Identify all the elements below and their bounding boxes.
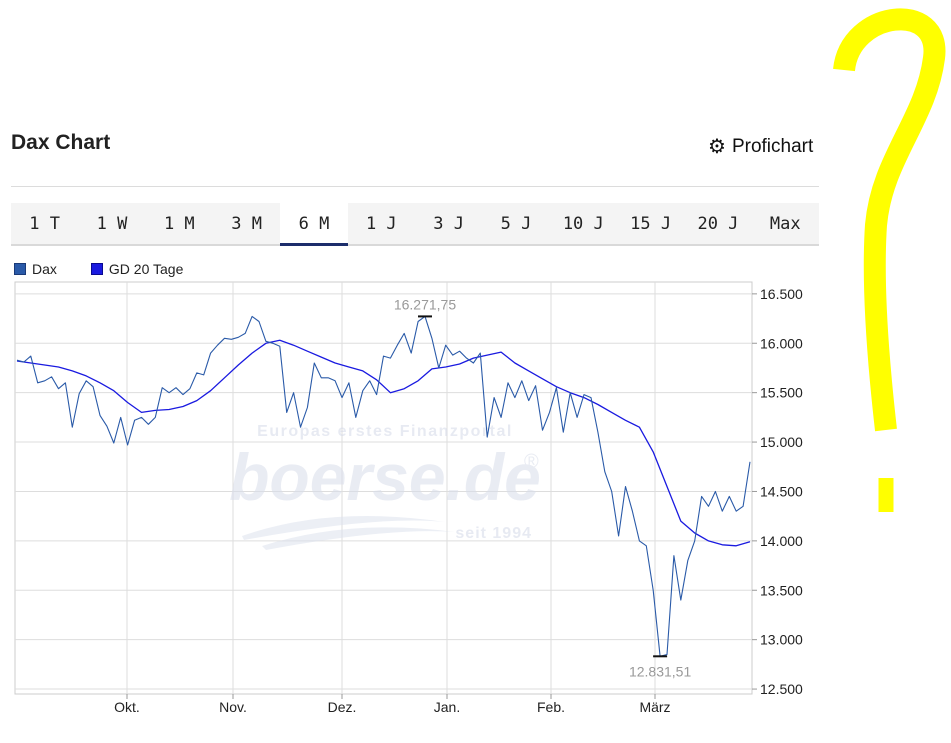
tab-1w[interactable]: 1 W <box>96 213 128 234</box>
series-line-dax <box>16 315 751 657</box>
y-tick-label: 12.500 <box>760 681 803 697</box>
tab-max[interactable]: Max <box>769 213 801 234</box>
watermark-logo: boerse.de <box>229 440 541 514</box>
tab-1t[interactable]: 1 T <box>29 213 61 234</box>
watermark-registered: ® <box>524 451 539 473</box>
question-mark-annotation <box>833 8 946 512</box>
y-axis-ticks: 16.500 16.000 15.500 15.000 14.500 14.000 13.5… <box>752 286 803 697</box>
chart-legend: Dax GD 20 Tage <box>14 261 217 277</box>
y-tick-label: 13.000 <box>760 632 803 648</box>
x-tick-label: Okt. <box>114 699 140 715</box>
x-tick-label: Nov. <box>219 699 247 715</box>
watermark-since: seit 1994 <box>455 525 532 542</box>
legend-item-dax[interactable]: Dax <box>14 261 57 277</box>
x-tick-label: Jan. <box>434 699 460 715</box>
chart-grid <box>14 281 753 695</box>
y-tick-label: 15.500 <box>760 385 803 401</box>
tab-20j[interactable]: 20 J <box>697 213 739 234</box>
watermark-swoosh-1 <box>242 515 445 540</box>
legend-label-gd20: GD 20 Tage <box>108 261 184 277</box>
chart-markers: 16.271,75 12.831,51 <box>394 296 692 679</box>
gear-icon: ⚙ <box>708 136 726 158</box>
legend-item-gd20[interactable]: GD 20 Tage <box>90 261 184 277</box>
legend-swatch-dax <box>14 263 26 275</box>
tab-3j[interactable]: 3 J <box>433 213 464 234</box>
plot-frame <box>14 281 753 695</box>
watermark-swoosh-2 <box>262 527 455 550</box>
chart-series <box>16 315 751 657</box>
legend-label-dax: Dax <box>32 261 57 277</box>
series-line-gd20 <box>16 339 751 547</box>
y-tick-label: 16.500 <box>760 286 803 302</box>
question-mark-curve <box>833 8 946 432</box>
profichart-label: Profichart <box>731 136 814 157</box>
tab-3m[interactable]: 3 M <box>231 213 262 234</box>
y-tick-label: 14.500 <box>760 483 803 499</box>
tab-1m[interactable]: 1 M <box>163 213 195 234</box>
x-axis-ticks: Okt. Nov. Dez. Jan. Feb. März <box>114 694 671 715</box>
y-tick-label: 16.000 <box>760 335 803 351</box>
x-tick-label: Feb. <box>537 699 565 715</box>
x-tick-label: Dez. <box>328 699 357 715</box>
tab-1j[interactable]: 1 J <box>365 213 397 234</box>
max-marker-label: 16.271,75 <box>394 296 456 312</box>
timeframe-tabs: 1 T 1 W 1 M 3 M 6 M 1 J 3 J 5 J 10 J 15 … <box>11 203 819 246</box>
y-tick-label: 15.000 <box>760 434 803 450</box>
page-title: Dax Chart <box>11 131 111 154</box>
tab-5j[interactable]: 5 J <box>500 213 532 234</box>
min-marker-label: 12.831,51 <box>629 663 691 679</box>
tab-15j[interactable]: 15 J <box>630 213 672 234</box>
watermark-tagline: Europas erstes Finanzportal <box>257 423 513 440</box>
boerse-watermark: Europas erstes Finanzportal boerse.de ® … <box>229 423 541 550</box>
divider <box>11 186 819 187</box>
x-tick-label: März <box>639 699 670 715</box>
y-tick-label: 13.500 <box>760 582 803 598</box>
y-tick-label: 14.000 <box>760 533 803 549</box>
profichart-button[interactable]: ⚙ Profichart <box>708 136 813 158</box>
legend-swatch-gd20 <box>90 263 103 275</box>
tab-10j[interactable]: 10 J <box>562 213 604 234</box>
tab-6m[interactable]: 6 M <box>280 203 348 246</box>
